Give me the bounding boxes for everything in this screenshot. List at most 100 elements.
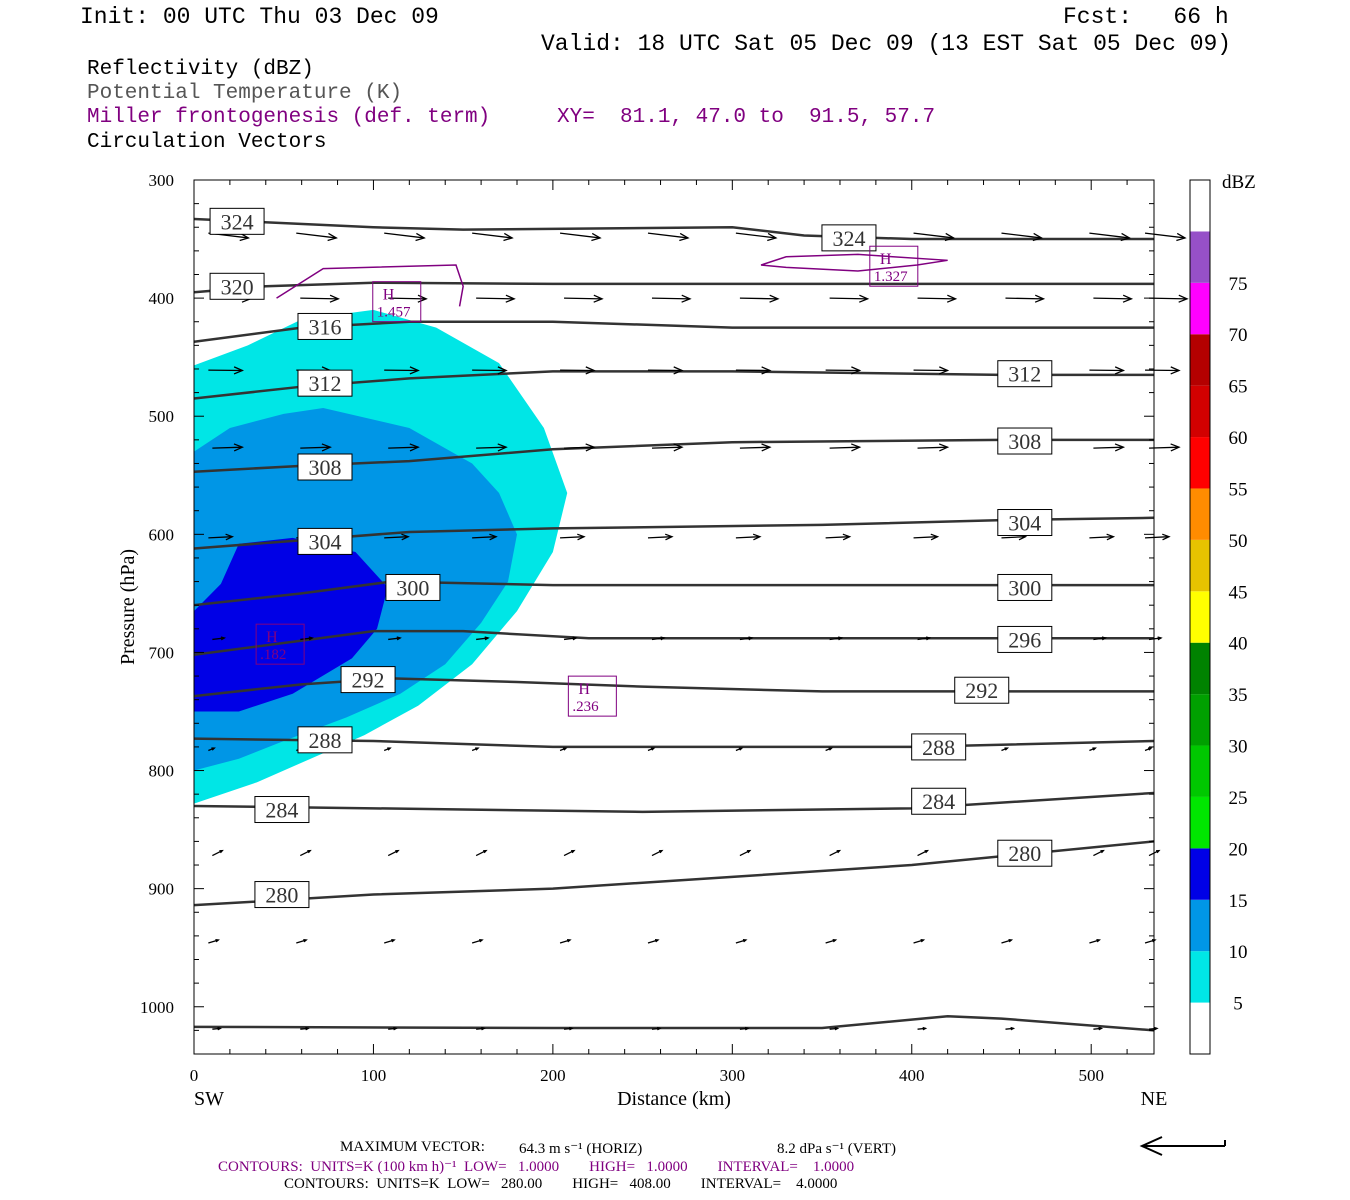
colorbar-level-label: 20 xyxy=(1229,839,1248,860)
colorbar-level-label: 65 xyxy=(1229,377,1248,398)
circulation-vector xyxy=(1093,849,1105,857)
circulation-vector xyxy=(212,443,245,452)
theta-label: 312 xyxy=(297,369,353,397)
circulation-vector xyxy=(1005,1026,1016,1031)
y-tick-label: 400 xyxy=(149,289,175,308)
circulation-vector xyxy=(212,1026,223,1031)
theta-contour-bottom xyxy=(194,1014,1154,1032)
svg-text:292: 292 xyxy=(965,678,998,703)
theta-label: 300 xyxy=(997,573,1053,601)
circulation-vector xyxy=(647,939,660,944)
theta-contour-284 xyxy=(194,791,1154,814)
circulation-vector xyxy=(825,939,838,944)
circulation-vector xyxy=(387,849,400,857)
circulation-vector xyxy=(300,294,340,303)
circulation-vector xyxy=(475,849,488,857)
circulation-vector xyxy=(647,747,656,752)
circulation-vector xyxy=(208,939,220,944)
circulation-vector xyxy=(384,533,410,541)
svg-text:1.327: 1.327 xyxy=(874,269,908,285)
circulation-vector xyxy=(300,1026,310,1031)
y-tick-label: 900 xyxy=(149,880,175,899)
circulation-vector xyxy=(1148,636,1163,641)
x-tick-label: 400 xyxy=(899,1066,925,1085)
colorbar-level-label: 50 xyxy=(1229,531,1248,552)
circulation-vector xyxy=(1145,366,1181,375)
svg-text:324: 324 xyxy=(221,209,254,234)
forecast-hour: Fcst: 66 h xyxy=(1063,4,1229,30)
x-tick-label: 0 xyxy=(190,1066,199,1085)
circulation-vector xyxy=(472,533,498,541)
colorbar-swatch xyxy=(1190,282,1210,335)
legend-reflectivity: Reflectivity (dBZ) xyxy=(87,58,314,81)
circulation-vector xyxy=(476,294,516,303)
circulation-vector xyxy=(1144,939,1157,944)
colorbar-swatch xyxy=(1190,334,1210,386)
circulation-vector xyxy=(384,366,420,375)
theta-label: 316 xyxy=(297,312,353,340)
colorbar-swatch xyxy=(1190,539,1210,592)
x-axis-label: Distance (km) xyxy=(617,1088,731,1110)
svg-text:H: H xyxy=(880,251,892,268)
theta-contour-316 xyxy=(194,320,1154,344)
circulation-vector xyxy=(1144,232,1187,242)
theta-label: 308 xyxy=(997,427,1053,455)
circulation-vector xyxy=(647,366,684,375)
frontogenesis-contour xyxy=(760,253,948,272)
y-tick-label: 500 xyxy=(149,407,175,426)
frontogenesis-max: H.236 xyxy=(567,675,617,717)
legend-theta: Potential Temperature (K) xyxy=(87,82,403,105)
circulation-vector xyxy=(563,849,576,857)
circulation-vector xyxy=(1093,443,1126,452)
circulation-vector xyxy=(1148,1026,1159,1031)
circulation-vector xyxy=(471,939,484,944)
theta-label: 296 xyxy=(997,625,1053,653)
circulation-vector xyxy=(1001,747,1010,752)
circulation-vector xyxy=(1089,533,1116,541)
circulation-vector xyxy=(739,443,772,452)
max-vector-horiz: 64.3 m s⁻¹ (HORIZ) xyxy=(519,1141,643,1157)
svg-text:300: 300 xyxy=(1008,575,1041,600)
theta-label: 292 xyxy=(954,676,1010,704)
theta-label: 292 xyxy=(340,666,396,694)
circulation-vector xyxy=(825,533,852,541)
colorbar-level-label: 35 xyxy=(1229,685,1248,706)
colorbar-level-label: 55 xyxy=(1229,479,1248,500)
theta-label: 288 xyxy=(297,726,353,754)
circulation-vector xyxy=(1093,294,1134,303)
colorbar-swatch xyxy=(1190,488,1210,540)
svg-text:296: 296 xyxy=(1008,627,1041,652)
svg-text:304: 304 xyxy=(1008,511,1041,536)
theta-label: 304 xyxy=(297,527,353,555)
circulation-vector xyxy=(829,294,870,303)
svg-text:324: 324 xyxy=(832,226,865,251)
svg-text:312: 312 xyxy=(1008,362,1041,387)
colorbar-swatch xyxy=(1190,591,1210,643)
circulation-vector xyxy=(559,232,602,242)
colorbar-frame xyxy=(1189,179,1211,1055)
theta-label: 324 xyxy=(821,224,877,252)
circulation-vector xyxy=(1001,232,1044,242)
svg-text:308: 308 xyxy=(308,455,341,480)
colorbar-level-label: 25 xyxy=(1229,788,1248,809)
contours-theta: CONTOURS: UNITS=K LOW= 280.00 HIGH= 408.… xyxy=(284,1176,838,1192)
circulation-vector xyxy=(383,747,392,752)
circulation-vector xyxy=(388,1026,398,1031)
circulation-vector xyxy=(388,636,402,641)
x-tick-label: 100 xyxy=(361,1066,387,1085)
frontogenesis-max: H1.457 xyxy=(372,281,422,323)
circulation-vector xyxy=(560,366,596,375)
colorbar-swatch xyxy=(1190,796,1210,849)
y-tick-label: 700 xyxy=(149,643,175,662)
circulation-vector xyxy=(212,849,224,857)
valid-time: Valid: 18 UTC Sat 05 Dec 09 (13 EST Sat … xyxy=(541,31,1232,57)
circulation-vector xyxy=(739,294,780,303)
circulation-vector xyxy=(563,636,578,641)
colorbar-swatch xyxy=(1190,848,1210,900)
circulation-vector xyxy=(384,939,396,944)
circulation-vector xyxy=(296,232,338,242)
svg-text:280: 280 xyxy=(265,883,298,908)
circulation-vector xyxy=(735,366,772,375)
colorbar-level-label: 15 xyxy=(1229,891,1248,912)
colorbar-swatch xyxy=(1190,437,1210,489)
